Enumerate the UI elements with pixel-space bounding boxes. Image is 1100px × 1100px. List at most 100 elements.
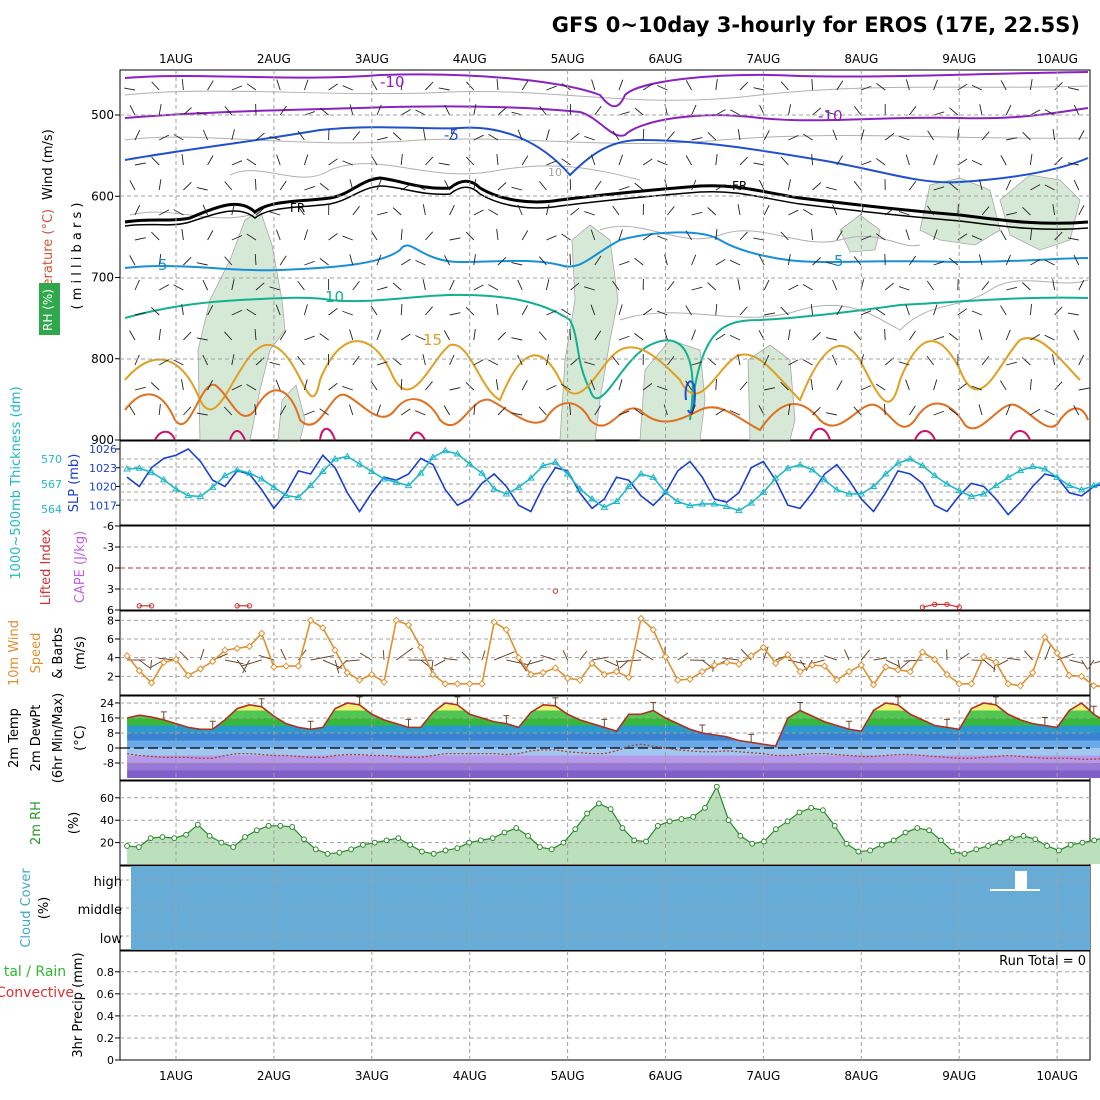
wind-barb [905, 379, 910, 391]
wind-barb [715, 378, 718, 391]
wind-barb [150, 382, 160, 391]
day-label-bottom: 2AUG [257, 1069, 291, 1083]
wind-speed-point [735, 660, 743, 668]
wind-speed-point [661, 653, 670, 661]
wind-barb [422, 279, 426, 291]
wind-speed-point [722, 658, 731, 667]
rh-point [890, 837, 897, 844]
wind-barb [875, 233, 886, 241]
rh-point [796, 809, 803, 816]
thickness-point [1053, 473, 1061, 480]
top-day-labels: 1AUG 2AUG 3AUG 4AUG 5AUG 6AUG 7AUG 8AUG 9AUG 10AU… [159, 52, 1078, 66]
wind-barb [349, 179, 354, 191]
wind-barb [594, 105, 602, 116]
wind-barb [1030, 408, 1040, 416]
rh-point [159, 834, 166, 840]
wind-barb [297, 356, 305, 366]
wind-barb [444, 104, 451, 116]
wind-barb [400, 229, 403, 241]
precip-panel: 0.80.60.40.20 Run Total = 0 tal / Rain t… [0, 950, 1091, 1067]
wind-barb [979, 179, 983, 191]
wind-barb [400, 378, 403, 391]
wind-barb [134, 129, 141, 141]
cloud-level-label: middle [78, 903, 122, 918]
wind-barb [279, 180, 287, 191]
thickness-point [832, 485, 841, 493]
wind-barb [1073, 179, 1080, 191]
wind-barb [443, 330, 450, 341]
wind-barb [1007, 657, 1021, 661]
wind-barb [183, 331, 192, 341]
thin-contour [229, 163, 641, 181]
rh-point [171, 835, 178, 842]
wind-speed-point [453, 680, 462, 688]
wind-barb [181, 229, 184, 241]
thickness-point [245, 469, 254, 476]
rh-point [808, 804, 815, 811]
rh-point [725, 817, 732, 824]
wind-barb [521, 80, 529, 91]
wind-barb [691, 211, 703, 216]
wind-barb [715, 109, 726, 116]
rh-point [867, 847, 874, 854]
wind-barb [304, 410, 315, 416]
wind-barb [836, 80, 844, 91]
wind-barb [569, 253, 572, 266]
slp-tick: 1023 [89, 462, 117, 475]
wind-barb [884, 207, 895, 216]
wind-barb [371, 80, 378, 91]
wind-speed-point [759, 643, 768, 652]
thickness-point [282, 491, 291, 499]
thickness-point [184, 491, 193, 499]
rh-point [1008, 835, 1015, 842]
wind-barb [898, 135, 910, 141]
rh-point [194, 821, 201, 828]
wind-axis-unit: (m/s) [73, 636, 88, 670]
tick-label: 16 [100, 712, 114, 725]
thickness-line [126, 449, 1100, 512]
wind-barb [663, 329, 668, 341]
rh-point [1079, 839, 1086, 846]
wind-barb [207, 379, 213, 391]
wind-barb [497, 331, 507, 341]
tick-label: 0 [107, 1054, 114, 1067]
wind-barb [715, 229, 718, 241]
wind-barb [812, 332, 821, 341]
wind-speed-point [539, 668, 547, 677]
wind-barb [376, 254, 382, 266]
lifted-index-point [956, 604, 962, 610]
rh-shading-area [839, 214, 881, 253]
wind-barb [971, 84, 983, 91]
wind-barb [158, 134, 170, 141]
wind-barb [319, 333, 329, 341]
wind-barb [758, 179, 765, 191]
wind-barb [196, 412, 208, 416]
wind-barb [764, 387, 776, 391]
rh-point [654, 822, 661, 829]
wind-barb [885, 659, 900, 667]
wind-barb [909, 255, 917, 266]
wind-barb [202, 279, 209, 291]
wind-barb [802, 284, 813, 291]
rh-shading-area [747, 344, 796, 441]
wind-barb [642, 308, 653, 316]
wind-barb [570, 207, 580, 216]
wind-barb [737, 279, 741, 291]
wind-barb [729, 410, 741, 416]
rh-point [371, 839, 378, 846]
slp-thickness-panel: 570 567 564 1026 1023 1020 1017 1000~500mb Thi… [9, 386, 1100, 580]
upper-air-panel: 500 600 700 800 900 -10 -10 -5 10 FR FR 5 5 … [39, 69, 1091, 447]
wind-barb [656, 385, 668, 391]
wind-speed-point [820, 662, 829, 670]
wind-barb [415, 410, 426, 416]
wind-barb [540, 654, 556, 661]
wind-barb [832, 129, 838, 141]
wind-barb [1054, 82, 1063, 91]
wind-barb [722, 657, 739, 661]
rh-legend-swatch [39, 283, 60, 335]
thickness-point [465, 460, 474, 467]
temp-axis-label-3: (6hr Min/Max) [51, 693, 66, 783]
rh-point [619, 825, 626, 831]
wind-barb [546, 85, 557, 91]
wind-barb [183, 182, 192, 191]
